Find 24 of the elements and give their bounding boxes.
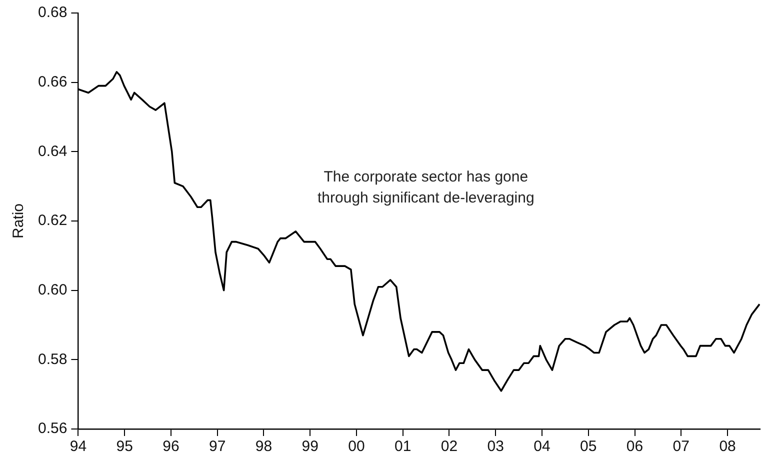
y-tick-label: 0.56 — [38, 420, 68, 438]
x-tick-label: 08 — [719, 438, 736, 456]
x-tick-label: 01 — [394, 438, 412, 456]
y-tick-label: 0.62 — [38, 212, 68, 230]
x-tick-label: 06 — [626, 438, 644, 456]
y-tick-label: 0.68 — [38, 4, 68, 22]
x-tick-label: 96 — [162, 438, 180, 456]
x-tick-label: 03 — [487, 438, 504, 456]
y-axis-title: Ratio — [10, 203, 28, 239]
x-tick-label: 02 — [440, 438, 458, 456]
x-tick-label: 99 — [302, 438, 318, 456]
annotation: The corporate sector has gone through significant de-leveraging — [318, 168, 534, 206]
x-tick-label: 05 — [580, 438, 597, 456]
x-tick-label: 98 — [255, 438, 272, 456]
x-tick-label: 07 — [672, 438, 690, 456]
x-tick-label: 00 — [348, 438, 365, 456]
y-tick-label: 0.60 — [38, 281, 68, 298]
y-tick-label: 0.66 — [38, 73, 68, 90]
y-tick-label: 0.58 — [38, 350, 68, 368]
x-tick-label: 94 — [70, 438, 87, 456]
x-tick-label: 95 — [116, 438, 133, 456]
x-tick-label: 97 — [208, 438, 226, 456]
x-tick-label: 04 — [534, 438, 550, 456]
y-tick-label: 0.64 — [38, 142, 68, 160]
